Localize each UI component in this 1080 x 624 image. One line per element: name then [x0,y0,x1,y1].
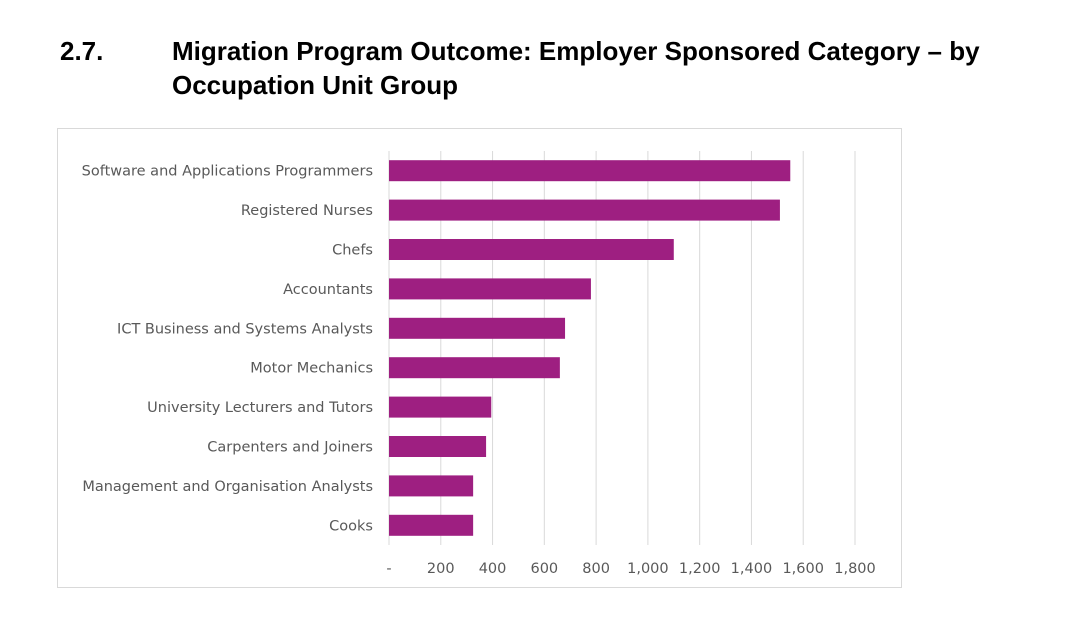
category-label: Carpenters and Joiners [207,440,373,456]
category-label: Accountants [283,282,373,298]
x-axis-tick-labels: - 200 400 600 800 1,000 1,200 1,400 1,600 1,800 [386,561,875,577]
x-tick-label: 600 [530,561,558,577]
bar [389,396,492,418]
category-label: Software and Applications Programmers [82,164,373,180]
bar [389,514,474,536]
bar [389,160,791,182]
category-labels: Software and Applications Programmers Reg… [82,164,373,535]
category-label: Chefs [332,243,373,259]
bar [389,199,780,221]
category-label: Cooks [329,518,373,534]
bar [389,436,487,457]
x-tick-label: 1,600 [782,561,824,577]
bar [389,278,591,300]
bar [389,239,674,260]
x-tick-label: 1,800 [834,561,876,577]
x-tick-label: 1,000 [627,561,669,577]
x-tick-label: 1,200 [679,561,721,577]
category-label: ICT Business and Systems Analysts [117,321,373,337]
x-tick-label: - [386,561,391,577]
category-label: Motor Mechanics [250,361,373,377]
section-number: 2.7. [60,36,104,66]
chart-frame: Software and Applications Programmers Reg… [57,128,902,588]
bar [389,317,566,339]
category-label: Registered Nurses [241,203,373,219]
bar [389,475,474,497]
bar [389,357,560,379]
category-label: University Lecturers and Tutors [147,400,373,416]
bars [389,160,791,536]
x-tick-label: 400 [479,561,507,577]
x-tick-label: 200 [427,561,455,577]
x-tick-label: 1,400 [731,561,773,577]
category-label: Management and Organisation Analysts [82,479,373,495]
section-title: Migration Program Outcome: Employer Spon… [172,36,980,100]
x-tick-label: 800 [582,561,610,577]
bar-chart: Software and Applications Programmers Reg… [82,151,876,577]
